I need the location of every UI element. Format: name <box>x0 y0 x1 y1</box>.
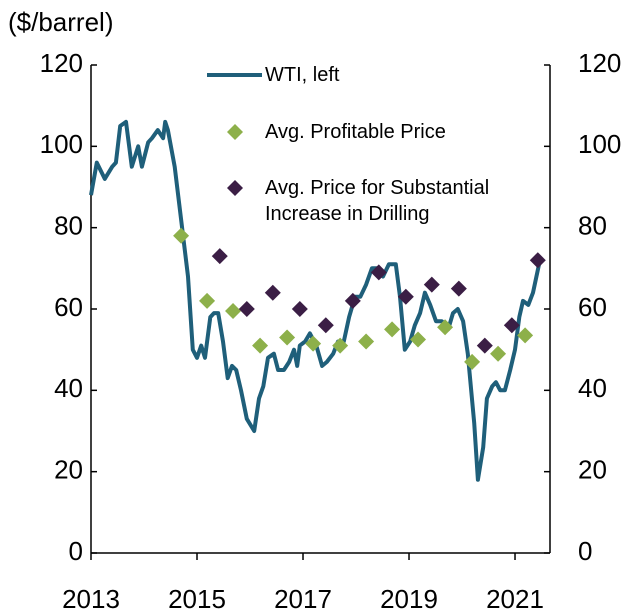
diamond-point <box>291 301 308 317</box>
legend-label: Avg. Profitable Price <box>265 121 446 143</box>
diamond-point <box>317 317 334 334</box>
diamond-point <box>238 301 255 317</box>
legend-label: WTI, left <box>265 64 340 86</box>
diamond-point <box>264 284 281 301</box>
x-tick-label: 2021 <box>486 584 544 614</box>
y-axis-label: ($/barrel) <box>8 7 113 37</box>
diamond-point <box>503 317 520 334</box>
diamond-point <box>464 353 481 370</box>
diamond-point <box>211 248 228 265</box>
x-tick-label: 2017 <box>274 584 332 614</box>
legend-swatch <box>227 124 243 140</box>
legend-item: Avg. Price for Substantial Increase in D… <box>265 177 490 225</box>
y2-tick-label: 60 <box>578 292 607 322</box>
y-tick-label: 40 <box>54 373 83 403</box>
diamond-point <box>476 337 493 354</box>
x-tick-label: 2015 <box>168 584 226 614</box>
diamond-point <box>358 333 375 350</box>
diamond-point <box>410 331 427 348</box>
y2-tick-label: 80 <box>578 211 607 241</box>
y-tick-label: 100 <box>40 129 83 159</box>
diamond-point <box>529 252 546 269</box>
y-tick-label: 120 <box>40 48 83 78</box>
diamond-point <box>517 327 534 344</box>
y2-tick-label: 20 <box>578 455 607 485</box>
legend-item: WTI, left <box>265 64 340 86</box>
y2-tick-label: 40 <box>578 373 607 403</box>
diamond-point <box>423 276 440 293</box>
y2-tick-label: 120 <box>578 48 621 78</box>
y2-tick-label: 0 <box>578 536 592 566</box>
diamond-point <box>305 335 322 352</box>
y-tick-label: 20 <box>54 455 83 485</box>
legend-item: Avg. Profitable Price <box>265 121 446 143</box>
diamond-point <box>225 303 242 320</box>
legend-label: Avg. Price for Substantial Increase in D… <box>265 177 490 225</box>
diamond-point <box>450 280 467 297</box>
y-tick-label: 60 <box>54 292 83 322</box>
diamond-point <box>279 329 296 346</box>
diamond-point <box>370 264 387 281</box>
legend-swatch <box>227 180 243 196</box>
diamond-point <box>397 288 414 305</box>
y2-tick-label: 100 <box>578 129 621 159</box>
diamond-point <box>490 345 507 362</box>
diamond-point <box>437 319 454 336</box>
wti-line <box>89 119 542 482</box>
diamond-point <box>173 227 190 244</box>
y-tick-label: 80 <box>54 211 83 241</box>
diamond-point <box>344 292 361 309</box>
x-tick-label: 2019 <box>380 584 438 614</box>
x-tick-label: 2013 <box>62 584 120 614</box>
diamond-point <box>384 321 401 338</box>
diamond-point <box>332 337 349 354</box>
diamond-point <box>199 292 216 309</box>
diamond-point <box>252 337 269 354</box>
y-tick-label: 0 <box>69 536 83 566</box>
